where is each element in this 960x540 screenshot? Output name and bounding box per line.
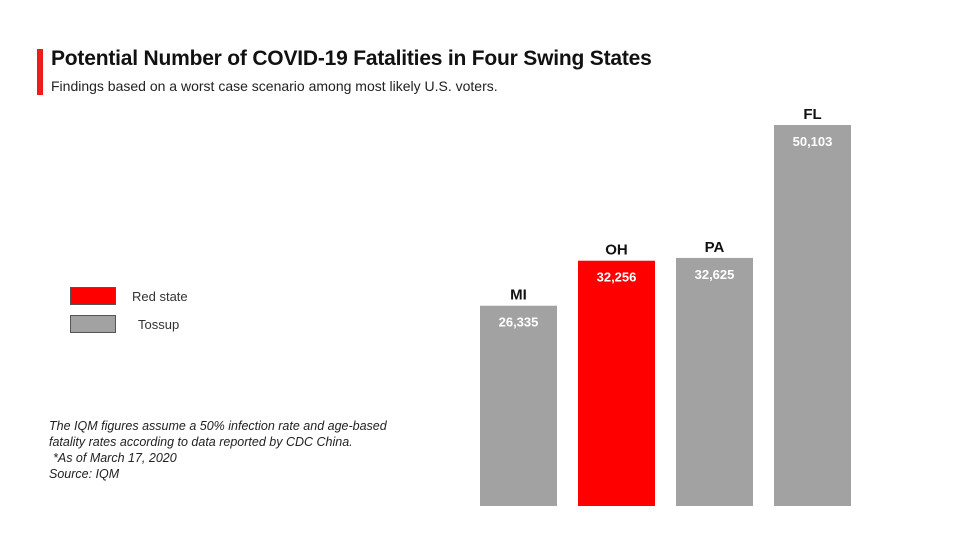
category-label-mi: MI (510, 287, 527, 304)
legend-item-tossup: Tossup (70, 314, 188, 334)
value-label-mi: 26,335 (499, 315, 539, 330)
value-label-oh: 32,256 (597, 270, 637, 285)
legend: Red state Tossup (70, 286, 188, 342)
footnote-line: fatality rates according to data reporte… (49, 435, 353, 449)
value-label-fl: 50,103 (793, 134, 833, 149)
legend-swatch-tossup (70, 315, 116, 333)
chart-title: Potential Number of COVID-19 Fatalities … (51, 47, 652, 70)
legend-label-red-state: Red state (132, 288, 188, 304)
legend-label-tossup: Tossup (138, 316, 180, 332)
chart-subtitle: Findings based on a worst case scenario … (51, 78, 498, 94)
category-label-pa: PA (705, 239, 725, 256)
bar-fl (774, 125, 851, 506)
legend-item-red-state: Red state (70, 286, 188, 306)
bar-mi (480, 305, 557, 506)
bar-oh (578, 260, 655, 506)
value-label-pa: 32,625 (695, 267, 735, 282)
footnote-source: Source: IQM (49, 467, 120, 481)
footnotes: The IQM figures assume a 50% infection r… (49, 418, 387, 482)
footnote-date: *As of March 17, 2020 (53, 451, 177, 465)
bar-pa (676, 257, 753, 506)
title-accent-bar (37, 49, 43, 95)
category-label-oh: OH (605, 242, 628, 259)
legend-swatch-red-state (70, 287, 116, 305)
footnote-line: The IQM figures assume a 50% infection r… (49, 419, 387, 433)
category-label-fl: FL (803, 106, 821, 123)
